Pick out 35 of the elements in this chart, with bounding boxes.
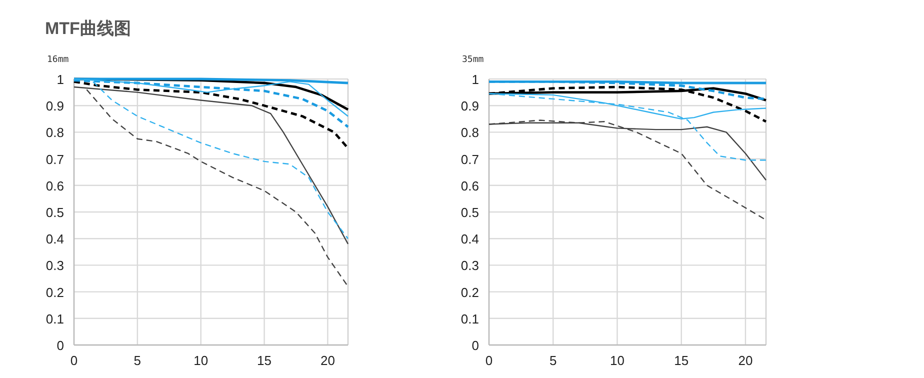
- y-tick-label: 0.6: [46, 178, 64, 194]
- x-tick-label: 10: [610, 353, 624, 368]
- x-tick-label: 20: [738, 353, 753, 368]
- y-tick-label: 0.8: [460, 125, 479, 140]
- chart-subtitle: 35mm: [462, 55, 484, 65]
- y-tick-label: 0.3: [46, 258, 64, 274]
- y-tick-label: 0.1: [46, 311, 64, 326]
- x-tick-label: 5: [550, 353, 557, 368]
- x-tick-label: 10: [194, 353, 208, 368]
- y-tick-label: 0: [56, 338, 64, 353]
- x-tick-label: 0: [485, 353, 493, 368]
- y-tick-label: 0.5: [460, 205, 479, 220]
- x-tick-label: 15: [257, 353, 272, 368]
- y-tick-label: 0.1: [460, 311, 479, 326]
- y-tick-label: 0.2: [460, 284, 479, 300]
- y-tick-label: 0.5: [46, 205, 64, 220]
- y-tick-label: 0: [472, 338, 479, 353]
- y-tick-label: 0.4: [460, 232, 479, 247]
- y-tick-label: 1: [56, 72, 64, 87]
- y-tick-label: 0.3: [460, 258, 479, 274]
- chart-subtitle: 16mm: [47, 55, 69, 65]
- y-tick-label: 0.7: [460, 152, 479, 167]
- y-tick-label: 0.9: [460, 98, 479, 114]
- y-tick-label: 0.7: [46, 152, 64, 167]
- chart-title: MTF曲线图: [45, 19, 131, 38]
- x-tick-label: 20: [320, 353, 335, 368]
- y-tick-label: 0.9: [46, 98, 64, 114]
- x-tick-label: 15: [674, 353, 689, 368]
- x-tick-label: 0: [70, 353, 78, 368]
- y-tick-label: 0.4: [46, 232, 64, 247]
- y-tick-label: 1: [472, 72, 479, 87]
- y-tick-label: 0.2: [46, 284, 64, 300]
- y-tick-label: 0.8: [46, 125, 64, 140]
- x-tick-label: 5: [134, 353, 142, 368]
- y-tick-label: 0.6: [460, 178, 479, 194]
